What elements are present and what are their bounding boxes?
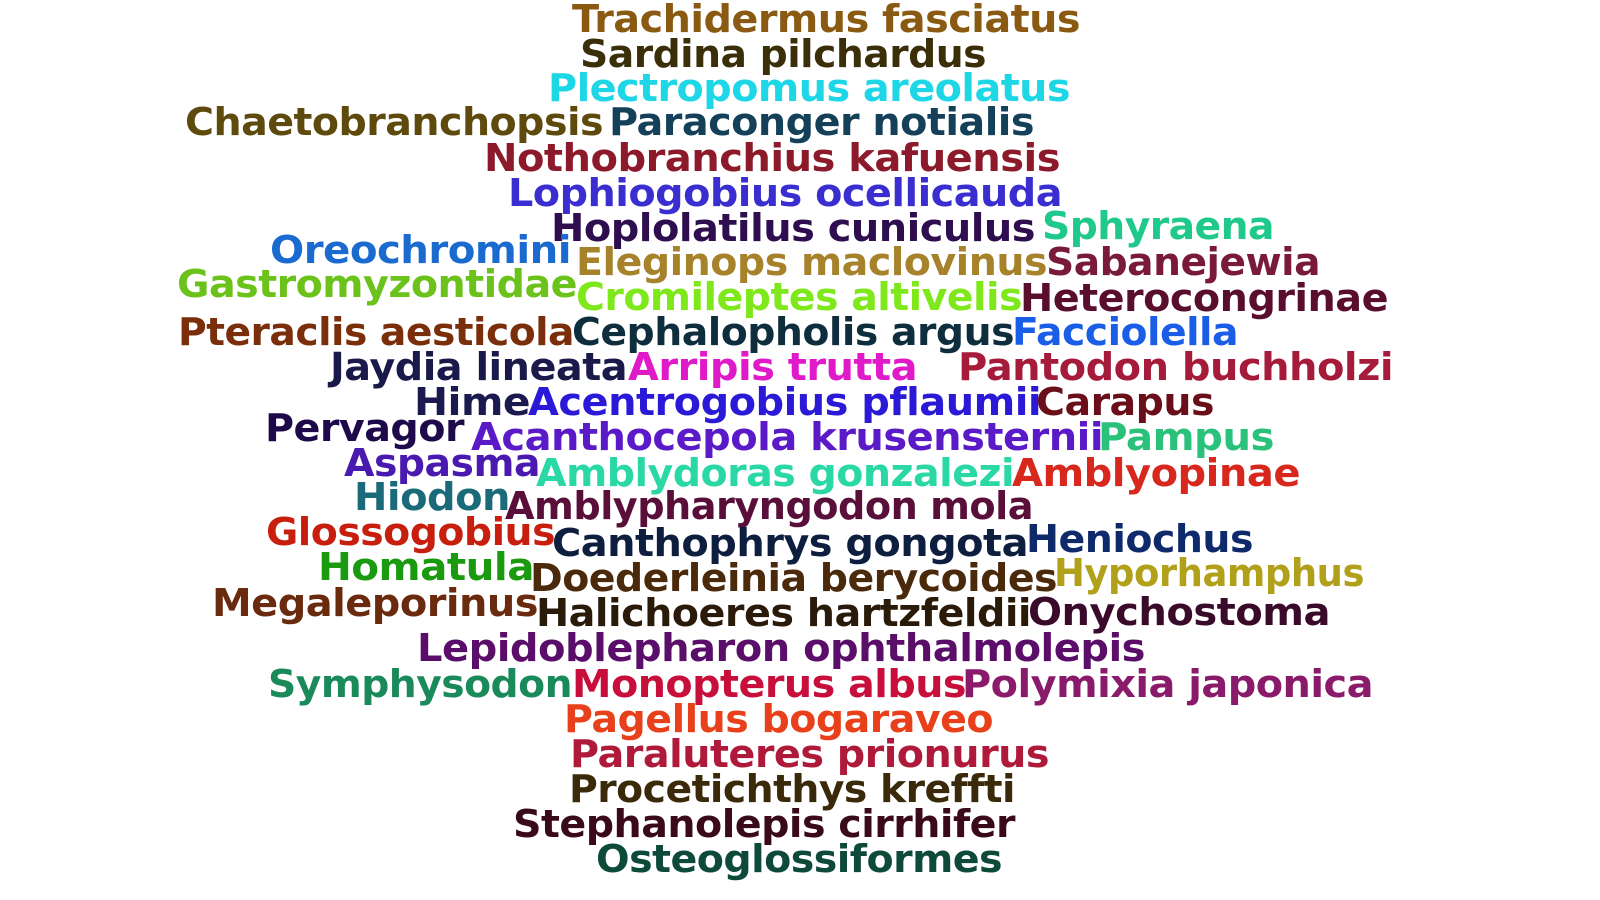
word-pagellus-bogaraveo: Pagellus bogaraveo — [564, 697, 994, 741]
word-lophiogobius-ocellicauda: Lophiogobius ocellicauda — [508, 171, 1063, 215]
word-chaetobranchopsis: Chaetobranchopsis — [185, 100, 604, 144]
word-paraluteres-prionurus: Paraluteres prionurus — [570, 732, 1050, 776]
word-hoplolatilus-cuniculus: Hoplolatilus cuniculus — [551, 206, 1036, 250]
word-heniochus: Heniochus — [1026, 517, 1254, 561]
word-hiodon: Hiodon — [354, 475, 511, 519]
word-symphysodon: Symphysodon — [268, 662, 573, 706]
word-acentrogobius-pflaumii: Acentrogobius pflaumii — [528, 380, 1042, 424]
word-onychostoma: Onychostoma — [1028, 590, 1331, 634]
word-procetichthys-kreffti: Procetichthys kreffti — [569, 767, 1016, 811]
word-megaleporinus: Megaleporinus — [212, 581, 539, 625]
word-amblyopinae: Amblyopinae — [1012, 451, 1301, 495]
word-monopterus-albus: Monopterus albus — [572, 662, 967, 706]
word-pervagor: Pervagor — [265, 406, 465, 450]
word-carapus: Carapus — [1036, 380, 1215, 424]
word-homatula: Homatula — [318, 545, 535, 589]
word-oreochromini: Oreochromini — [270, 228, 572, 272]
word-pteraclis-aesticola: Pteraclis aesticola — [178, 310, 575, 354]
word-sphyraena: Sphyraena — [1042, 204, 1275, 248]
word-hyporhamphus: Hyporhamphus — [1054, 551, 1365, 595]
word-nothobranchius-kafuensis: Nothobranchius kafuensis — [484, 136, 1061, 180]
word-aspasma: Aspasma — [344, 441, 541, 485]
word-heterocongrinae: Heterocongrinae — [1020, 276, 1389, 320]
word-halichoeres-hartzfeldii: Halichoeres hartzfeldii — [536, 591, 1032, 635]
word-hime: Hime — [414, 380, 531, 424]
word-eleginops-maclovinus: Eleginops maclovinus — [576, 240, 1048, 284]
word-osteoglossiformes: Osteoglossiformes — [596, 837, 1003, 881]
word-amblydoras-gonzalezi: Amblydoras gonzalezi — [536, 451, 1015, 495]
word-cromileptes-altivelis: Cromileptes altivelis — [576, 275, 1023, 319]
word-canthophrys-gongota: Canthophrys gongota — [552, 521, 1029, 565]
word-plectropomus-areolatus: Plectropomus areolatus — [548, 66, 1071, 110]
word-lepidoblepharon-ophthalmolepis: Lepidoblepharon ophthalmolepis — [417, 626, 1146, 670]
word-acanthocepola-krusensternii: Acanthocepola krusensternii — [471, 415, 1104, 459]
word-trachidermus-fasciatus: Trachidermus fasciatus — [572, 0, 1081, 41]
word-polymixia-japonica: Polymixia japonica — [962, 662, 1374, 706]
word-sardina-pilchardus: Sardina pilchardus — [580, 32, 987, 76]
word-gastromyzontidae: Gastromyzontidae — [177, 262, 578, 306]
word-facciolella: Facciolella — [1012, 310, 1239, 354]
word-jaydia-lineata: Jaydia lineata — [330, 345, 628, 389]
word-stephanolepis-cirrhifer: Stephanolepis cirrhifer — [513, 802, 1016, 846]
word-amblypharyngodon-mola: Amblypharyngodon mola — [505, 484, 1034, 528]
word-sabanejewia: Sabanejewia — [1046, 240, 1321, 284]
word-cephalopholis-argus: Cephalopholis argus — [572, 310, 1014, 354]
word-doederleinia-berycoides: Doederleinia berycoides — [530, 556, 1058, 600]
word-paraconger-notialis: Paraconger notialis — [609, 100, 1035, 144]
word-arripis-trutta: Arripis trutta — [628, 345, 918, 389]
word-glossogobius: Glossogobius — [266, 510, 556, 554]
word-pantodon-buchholzi: Pantodon buchholzi — [958, 345, 1394, 389]
word-pampus: Pampus — [1098, 415, 1275, 459]
